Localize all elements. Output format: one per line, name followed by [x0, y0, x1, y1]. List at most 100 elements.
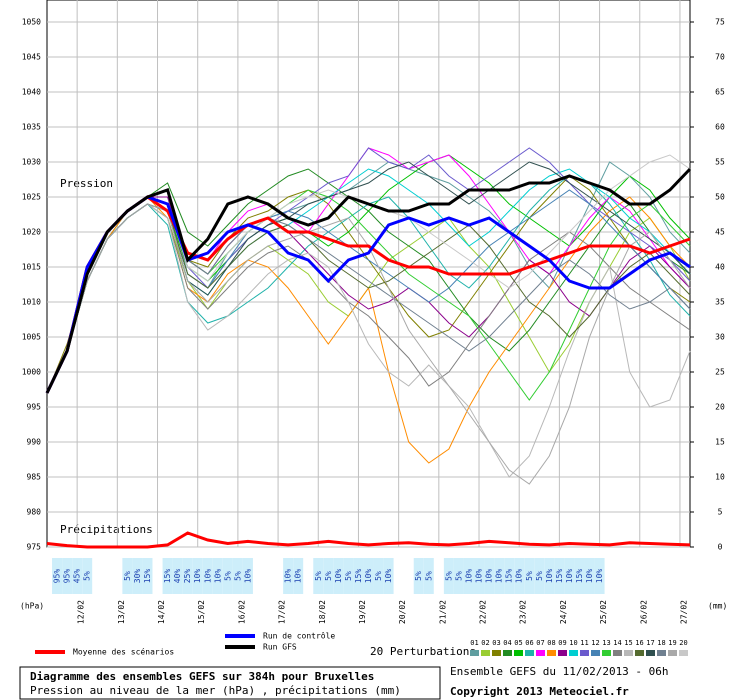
precip-prob-cell — [293, 558, 304, 594]
legend-label: 08 — [547, 639, 555, 647]
legend-label: 05 — [514, 639, 522, 647]
x-tick-label: 26/02 — [639, 600, 648, 624]
x-tick-label: 23/02 — [519, 600, 528, 624]
legend-label: 07 — [536, 639, 544, 647]
pressure-label: Pression — [60, 177, 113, 190]
precip-prob-cell — [242, 558, 253, 594]
series-line — [45, 195, 691, 394]
y2-tick-label: 15 — [715, 438, 725, 447]
y-tick-label: 985 — [27, 473, 42, 482]
precip-prob-cell — [62, 558, 73, 594]
precip-prob-cell — [463, 558, 474, 594]
y-tick-label: 1005 — [22, 333, 41, 342]
y2-tick-label: 55 — [715, 158, 725, 167]
x-tick-label: 25/02 — [599, 600, 608, 624]
plot-frame — [46, 0, 691, 548]
y2-tick-label: 35 — [715, 298, 725, 307]
y-tick-label: 980 — [27, 508, 42, 517]
precip-prob-cell — [182, 558, 193, 594]
precip-prob-label: 10% — [243, 569, 252, 584]
precip-prob-label: 15% — [143, 569, 152, 584]
precip-prob-cell — [172, 558, 183, 594]
precip-prob-cell — [564, 558, 575, 594]
precip-prob-label: 15% — [163, 569, 172, 584]
legend-swatch — [492, 650, 501, 656]
precip-prob-label: 5% — [83, 571, 92, 581]
precip-prob-cell — [232, 558, 243, 594]
legend-swatch — [602, 650, 611, 656]
series-line — [45, 167, 692, 394]
precip-prob-cell — [584, 558, 595, 594]
precip-prob-cell — [212, 558, 223, 594]
precip-prob-cell — [52, 558, 63, 594]
x-tick-label: 27/02 — [679, 600, 688, 624]
precip-prob-label: 30% — [133, 569, 142, 584]
precip-prob-label: 10% — [545, 569, 554, 584]
legend-label: 06 — [525, 639, 533, 647]
precip-prob-label: 10% — [193, 569, 202, 584]
y2-tick-label: 50 — [715, 193, 725, 202]
y-tick-label: 1035 — [22, 123, 41, 132]
precip-prob-label: 5% — [223, 571, 232, 581]
legend-swatch — [481, 650, 490, 656]
chart-title: Diagramme des ensembles GEFS sur 384h po… — [30, 670, 374, 683]
precip-prob-cell — [283, 558, 294, 594]
y2-axis-label: (mm) — [708, 602, 727, 611]
precip-prob-label: 5% — [414, 571, 423, 581]
y-tick-label: 1015 — [22, 263, 41, 272]
legend-label: 16 — [635, 639, 643, 647]
y-tick-label: 990 — [27, 438, 42, 447]
legend-label: 10 — [569, 639, 577, 647]
precip-prob-cell — [474, 558, 485, 594]
legend-label: Run GFS — [263, 643, 297, 652]
precip-prob-label: 10% — [495, 569, 504, 584]
precip-prob-label: 10% — [585, 569, 594, 584]
precip-prob-cell — [162, 558, 173, 594]
precip-label: Précipitations — [60, 523, 153, 536]
x-tick-label: 24/02 — [559, 600, 568, 624]
x-tick-label: 19/02 — [358, 600, 367, 624]
precip-prob-label: 15% — [555, 569, 564, 584]
legend-swatch — [470, 650, 479, 656]
legend-swatch — [668, 650, 677, 656]
x-tick-label: 18/02 — [318, 600, 327, 624]
y-tick-label: 1010 — [22, 298, 41, 307]
legend-swatch — [613, 650, 622, 656]
series-line — [46, 196, 691, 394]
precip-prob-label: 10% — [384, 569, 393, 584]
precip-prob-cell — [363, 558, 374, 594]
legend-label: 19 — [668, 639, 676, 647]
precip-prob-label: 5% — [233, 571, 242, 581]
legend-label: 15 — [624, 639, 632, 647]
legend-label: 01 — [470, 639, 478, 647]
precip-prob-label: 5% — [374, 571, 383, 581]
precip-prob-cell — [383, 558, 394, 594]
y2-tick-label: 30 — [715, 333, 725, 342]
legend-label: 09 — [558, 639, 566, 647]
precip-prob-cell — [192, 558, 203, 594]
legend-swatch — [569, 650, 578, 656]
precip-prob-label: 45% — [73, 569, 82, 584]
precip-prob-label: 10% — [284, 569, 293, 584]
perturbations-label: 20 Perturbations — [370, 645, 476, 658]
legend-swatch — [525, 650, 534, 656]
precip-prob-label: 5% — [454, 571, 463, 581]
precip-prob-label: 15% — [354, 569, 363, 584]
x-tick-label: 14/02 — [157, 600, 166, 624]
precip-prob-label: 10% — [464, 569, 473, 584]
y-tick-label: 1040 — [22, 88, 41, 97]
legend-label: 11 — [580, 639, 588, 647]
y2-tick-label: 70 — [715, 53, 725, 62]
precip-prob-label: 5% — [324, 571, 333, 581]
run-label: Ensemble GEFS du 11/02/2013 - 06h — [450, 665, 669, 678]
x-tick-label: 17/02 — [278, 600, 287, 624]
precip-prob-label: 5% — [424, 571, 433, 581]
legend-label: 17 — [646, 639, 654, 647]
y2-tick-label: 65 — [715, 88, 725, 97]
precip-prob-label: 10% — [203, 569, 212, 584]
legend-swatch — [657, 650, 666, 656]
y-tick-label: 995 — [27, 403, 42, 412]
y-tick-label: 1025 — [22, 193, 41, 202]
